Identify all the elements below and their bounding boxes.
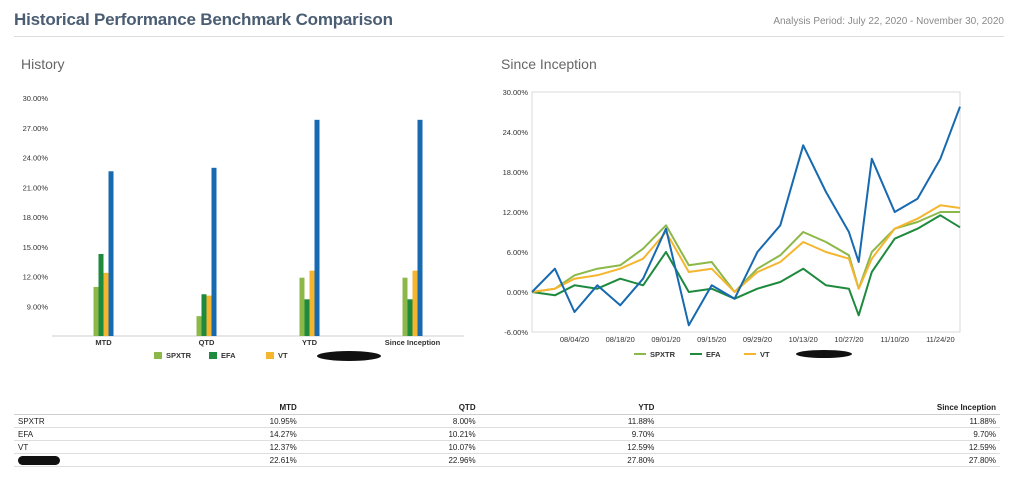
performance-table: MTD QTD YTD Since Inception SPXTR 10.95%…	[14, 400, 1000, 467]
table-row: EFA 14.27% 10.21% 9.70% 9.70%	[14, 427, 1000, 441]
y-tick-label: 9.00%	[27, 302, 49, 311]
bar	[309, 270, 315, 336]
redacted-name-mark	[18, 455, 60, 465]
x-category-label: QTD	[199, 338, 215, 347]
bar	[299, 277, 305, 336]
y-tick-label: 0.00%	[507, 288, 529, 297]
cell-qtd: 10.07%	[300, 440, 480, 454]
series-line	[531, 211, 960, 293]
y-tick-label: 30.00%	[23, 94, 49, 103]
row-name-redacted	[14, 453, 122, 467]
bar	[93, 286, 99, 336]
y-tick-label: -6.00%	[504, 328, 528, 337]
x-category-label: MTD	[95, 338, 112, 347]
y-tick-label: 6.00%	[507, 248, 529, 257]
row-name: EFA	[14, 427, 122, 441]
page-title: Historical Performance Benchmark Compari…	[14, 10, 393, 29]
legend-swatch	[154, 352, 162, 359]
y-tick-label: 30.00%	[503, 88, 529, 97]
x-tick-label: 11/24/20	[926, 335, 955, 344]
x-tick-label: 10/13/20	[789, 335, 818, 344]
bar	[98, 253, 104, 336]
x-category-label: Since Inception	[385, 338, 441, 347]
history-section-title: History	[21, 56, 65, 72]
cell-mtd: 10.95%	[122, 414, 301, 428]
bar	[206, 295, 212, 336]
table-header-mtd: MTD	[122, 400, 301, 415]
cell-mtd: 14.27%	[122, 427, 301, 441]
row-name: SPXTR	[14, 414, 122, 428]
bar	[196, 316, 202, 336]
cell-inception: 27.80%	[658, 453, 1000, 467]
cell-mtd: 12.37%	[122, 440, 301, 454]
y-tick-label: 27.00%	[23, 124, 49, 133]
table-row: VT 12.37% 10.07% 12.59% 12.59%	[14, 440, 1000, 454]
row-name: VT	[14, 440, 122, 454]
inception-section-title: Since Inception	[501, 56, 597, 72]
analysis-period: Analysis Period: July 22, 2020 - Novembe…	[773, 16, 1004, 27]
y-tick-label: 24.00%	[503, 128, 529, 137]
y-tick-label: 21.00%	[23, 183, 49, 192]
y-tick-label: 18.00%	[23, 213, 49, 222]
bar	[402, 277, 408, 336]
table-header-inception: Since Inception	[658, 400, 1000, 415]
cell-ytd: 27.80%	[479, 453, 659, 467]
legend-swatch	[266, 352, 274, 359]
x-tick-label: 09/15/20	[697, 335, 726, 344]
cell-ytd: 11.88%	[479, 414, 659, 428]
legend-label: SPXTR	[166, 351, 192, 360]
cell-ytd: 12.59%	[479, 440, 659, 454]
legend-label: EFA	[221, 351, 236, 360]
legend-label: VT	[278, 351, 288, 360]
bar	[417, 119, 423, 336]
cell-inception: 11.88%	[658, 414, 1000, 428]
x-tick-label: 10/27/20	[834, 335, 863, 344]
cell-ytd: 9.70%	[479, 427, 659, 441]
x-tick-label: 08/18/20	[606, 335, 635, 344]
x-tick-label: 09/29/20	[743, 335, 772, 344]
x-tick-label: 08/04/20	[560, 335, 589, 344]
table-row: SPXTR 10.95% 8.00% 11.88% 11.88%	[14, 414, 1000, 428]
inception-line-chart: 30.00% 24.00% 18.00% 12.00% 6.00% 0.00% -6.00%…	[503, 88, 961, 359]
legend-label: VT	[760, 350, 770, 359]
table-header-row: MTD QTD YTD Since Inception	[14, 400, 1000, 415]
legend-swatch	[209, 352, 217, 359]
table-row: 22.61% 22.96% 27.80% 27.80%	[14, 453, 1000, 467]
y-tick-label: 18.00%	[503, 168, 529, 177]
series-line	[531, 106, 961, 327]
table-header-qtd: QTD	[300, 400, 480, 415]
title-divider	[14, 36, 1004, 37]
series-line	[531, 204, 961, 293]
bar	[103, 272, 109, 336]
redacted-legend-mark	[317, 351, 381, 361]
cell-qtd: 22.96%	[300, 453, 480, 467]
cell-inception: 9.70%	[658, 427, 1000, 441]
cell-qtd: 10.21%	[300, 427, 480, 441]
cell-inception: 12.59%	[658, 440, 1000, 454]
table-header-name	[14, 400, 122, 415]
bar	[201, 294, 207, 336]
cell-qtd: 8.00%	[300, 414, 480, 428]
series-line	[531, 214, 961, 317]
y-tick-label: 12.00%	[503, 208, 529, 217]
history-bar-chart: 30.00% 27.00% 24.00% 21.00% 18.00% 15.00% 12.0…	[23, 94, 464, 361]
table-header-ytd: YTD	[479, 400, 659, 415]
legend-label: SPXTR	[650, 350, 676, 359]
y-tick-label: 12.00%	[23, 273, 49, 282]
x-category-label: YTD	[302, 338, 318, 347]
x-tick-label: 09/01/20	[651, 335, 680, 344]
bar	[412, 270, 418, 336]
bar	[314, 119, 320, 336]
y-tick-label: 15.00%	[23, 243, 49, 252]
legend-label: EFA	[706, 350, 721, 359]
x-tick-label: 11/10/20	[880, 335, 909, 344]
cell-mtd: 22.61%	[122, 453, 301, 467]
redacted-legend-mark	[796, 350, 852, 358]
bar	[407, 299, 413, 336]
bar	[108, 171, 114, 336]
bar	[211, 167, 217, 336]
bar	[304, 299, 310, 336]
y-tick-label: 24.00%	[23, 154, 49, 163]
